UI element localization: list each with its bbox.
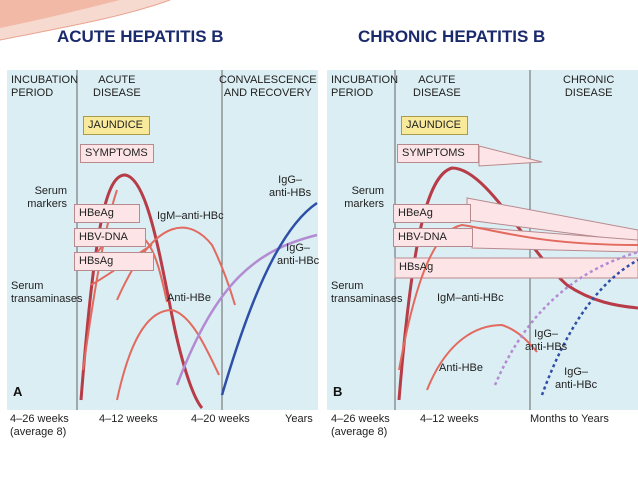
axis-label-b-incubation: 4–26 weeks (average 8) [331, 413, 390, 438]
panel-chronic: INCUBATION PERIOD ACUTE DISEASE CHRONIC … [327, 70, 638, 410]
hbeag-box: HBeAg [74, 204, 140, 223]
axis-label-a-years: Years [285, 413, 313, 425]
hbsag-bar [394, 257, 638, 279]
axis-label-a-incubation: 4–26 weeks (average 8) [10, 413, 69, 438]
hbv-dna-box: HBV-DNA [74, 228, 146, 247]
anti-hbe-label: Anti-HBe [167, 292, 212, 304]
igg-anti-hbs-label: IgG– anti-HBs [269, 174, 312, 199]
igm-curve [398, 223, 638, 371]
hbv-dna-box: HBV-DNA [393, 228, 473, 247]
phase-incubation-label: INCUBATION PERIOD [11, 74, 79, 99]
igg-hbc-curve [540, 258, 638, 396]
igg-hbc-curve [220, 201, 318, 396]
anti-hbe-label: Anti-HBe [439, 362, 484, 374]
jaundice-box: JAUNDICE [83, 116, 150, 135]
symptoms-tail [478, 145, 543, 167]
phase-acute-label: ACUTE DISEASE [93, 74, 141, 99]
igg-hbs-curve [175, 233, 318, 386]
transaminase-curve [397, 166, 638, 401]
serum-markers-label: Serum markers [344, 185, 384, 210]
panel-acute: INCUBATION PERIOD ACUTE DISEASE CONVALES… [7, 70, 320, 410]
serum-transaminases-label: Serum transaminases [331, 280, 403, 305]
phase-chronic-label: CHRONIC DISEASE [563, 74, 615, 99]
hbsag-box: HBsAg [74, 252, 154, 271]
panel-acute-curves [76, 70, 318, 410]
corner-decoration [0, 0, 171, 41]
hbeag-box: HBeAg [393, 204, 471, 223]
panel-chronic-curves [394, 70, 638, 410]
igg-anti-hbs-label: IgG– anti-HBs [525, 328, 568, 353]
axis-label-a-acute: 4–12 weeks [99, 413, 158, 425]
serum-markers-label: Serum markers [27, 185, 67, 210]
panel-letter: B [333, 384, 343, 399]
jaundice-box: JAUNDICE [401, 116, 468, 135]
igg-anti-hbc-label: IgG– anti-HBc [555, 366, 598, 391]
symptoms-box: SYMPTOMS [397, 144, 479, 163]
serum-transaminases-label: Serum transaminases [11, 280, 83, 305]
igm-anti-hbc-label: IgM–anti-HBc [437, 292, 504, 304]
axis-label-a-convalescence: 4–20 weeks [191, 413, 250, 425]
hbsag-box: HBsAg [399, 261, 434, 273]
phase-convalescence-label: CONVALESCENCE AND RECOVERY [219, 74, 317, 99]
symptoms-box: SYMPTOMS [80, 144, 154, 163]
axis-label-b-chronic: Months to Years [530, 413, 609, 425]
title-chronic: CHRONIC HEPATITIS B [358, 27, 546, 46]
axis-label-b-acute: 4–12 weeks [420, 413, 479, 425]
phase-incubation-label: INCUBATION PERIOD [331, 74, 399, 99]
title-acute: ACUTE HEPATITIS B [57, 27, 224, 46]
phase-acute-label: ACUTE DISEASE [413, 74, 461, 99]
anti-hbe-curve [116, 308, 220, 401]
igg-anti-hbc-label: IgG– anti-HBc [277, 242, 320, 267]
panel-letter: A [13, 384, 23, 399]
igm-anti-hbc-label: IgM–anti-HBc [157, 210, 224, 222]
anti-hbe-curve [426, 323, 538, 391]
